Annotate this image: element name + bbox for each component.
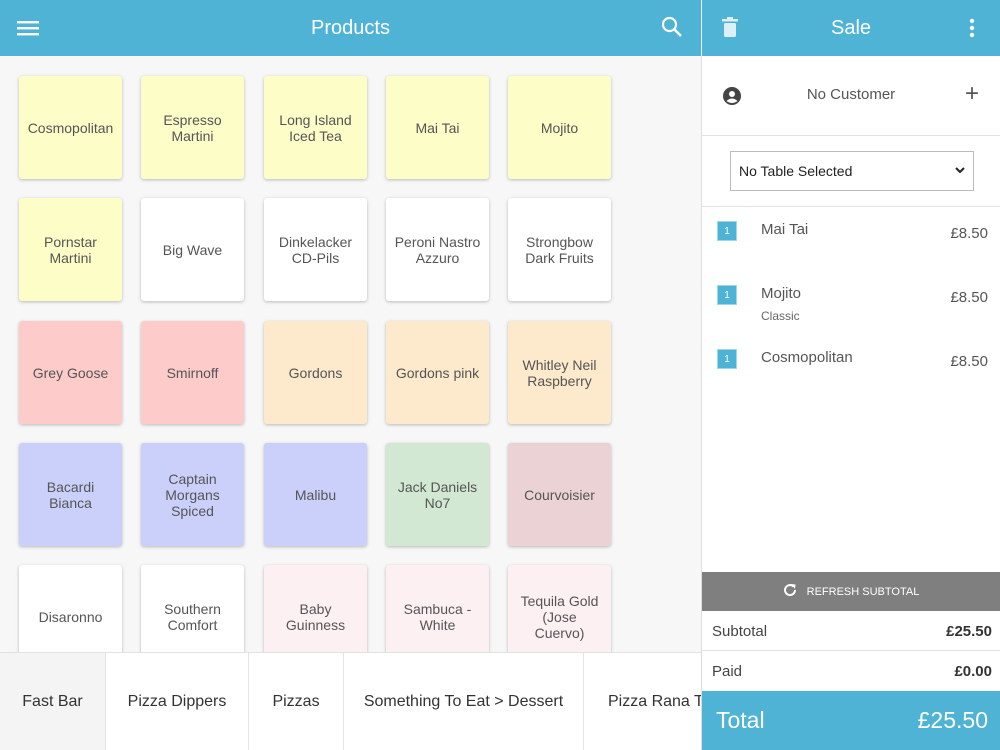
table-select[interactable]: No Table Selected — [730, 151, 974, 191]
category-bar: Fast Bar Pizza Dippers Pizzas Something To … — [0, 652, 701, 750]
customer-label: No Customer — [806, 86, 896, 103]
total-value: £25.50 — [917, 707, 988, 733]
product-tile[interactable]: Jack Daniels No7 — [386, 443, 489, 546]
sale-item[interactable]: 1 Cosmopolitan £8.50 — [702, 335, 1000, 399]
paid-value: £0.00 — [954, 663, 992, 680]
table-row: No Table Selected — [702, 136, 1000, 207]
product-grid: Cosmopolitan Espresso Martini Long Island … — [0, 56, 701, 652]
sale-item[interactable]: 1 Mai Tai £8.50 — [702, 207, 1000, 271]
category-tab[interactable]: Pizzas — [249, 653, 344, 750]
account-circle-icon — [722, 86, 742, 106]
product-tile[interactable]: Southern Comfort — [141, 565, 244, 652]
product-tile[interactable]: Malibu — [264, 443, 367, 546]
product-tile[interactable]: Baby Guinness — [264, 565, 367, 652]
category-tab[interactable]: Fast Bar — [0, 653, 106, 750]
product-tile[interactable]: Disaronno — [19, 565, 122, 652]
item-modifier: Classic — [761, 309, 800, 323]
product-tile[interactable]: Gordons pink — [386, 321, 489, 424]
chevron-down-icon — [955, 163, 965, 180]
item-price: £8.50 — [950, 225, 988, 242]
quantity-badge: 1 — [717, 349, 737, 369]
sale-title: Sale — [830, 17, 872, 39]
sale-panel: No Customer + No Table Selected 1 Mai Ta… — [701, 56, 1000, 750]
item-name: Mojito — [761, 285, 802, 302]
product-tile[interactable]: Mai Tai — [386, 76, 489, 179]
search-icon[interactable] — [660, 15, 684, 39]
paid-row: Paid £0.00 — [702, 651, 1000, 691]
category-tab[interactable]: Something To Eat > Dessert — [344, 653, 584, 750]
subtotal-value: £25.50 — [946, 623, 992, 640]
refresh-subtotal-button[interactable]: REFRESH SUBTOTAL — [702, 572, 1000, 611]
subtotal-label: Subtotal — [712, 623, 768, 640]
product-tile[interactable]: Espresso Martini — [141, 76, 244, 179]
plus-icon[interactable]: + — [964, 80, 979, 107]
category-tab[interactable]: Pizza Dippers — [106, 653, 249, 750]
sale-item[interactable]: 1 Mojito Classic £8.50 — [702, 271, 1000, 335]
customer-row[interactable]: No Customer + — [702, 56, 1000, 136]
product-tile[interactable]: Sambuca - White — [386, 565, 489, 652]
more-vert-icon[interactable] — [964, 16, 980, 40]
quantity-badge: 1 — [717, 221, 737, 241]
item-price: £8.50 — [950, 289, 988, 306]
item-name: Mai Tai — [761, 221, 809, 238]
product-tile[interactable]: Grey Goose — [19, 321, 122, 424]
hamburger-icon[interactable] — [16, 16, 40, 40]
category-tab[interactable]: Pizza Rana Tavola — [584, 653, 701, 750]
total-row[interactable]: Total £25.50 — [702, 691, 1000, 750]
item-name: Cosmopolitan — [761, 349, 853, 366]
products-header: Products — [0, 0, 701, 56]
product-tile[interactable]: Smirnoff — [141, 321, 244, 424]
product-tile[interactable]: Captain Morgans Spiced — [141, 443, 244, 546]
paid-label: Paid — [712, 663, 743, 680]
subtotal-row: Subtotal £25.50 — [702, 611, 1000, 651]
total-label: Total — [716, 707, 765, 733]
product-tile[interactable]: Tequila Gold (Jose Cuervo) — [508, 565, 611, 652]
product-tile[interactable]: Gordons — [264, 321, 367, 424]
page-title: Products — [311, 17, 390, 39]
product-tile[interactable]: Dinkelacker CD-Pils — [264, 198, 367, 301]
refresh-label: REFRESH SUBTOTAL — [806, 585, 920, 598]
sale-header: Sale — [702, 0, 1000, 56]
product-tile[interactable]: Cosmopolitan — [19, 76, 122, 179]
table-select-value: No Table Selected — [739, 163, 853, 179]
item-price: £8.50 — [950, 353, 988, 370]
quantity-badge: 1 — [717, 285, 737, 305]
product-tile[interactable]: Mojito — [508, 76, 611, 179]
refresh-icon — [783, 583, 797, 600]
product-tile[interactable]: Long Island Iced Tea — [264, 76, 367, 179]
product-tile[interactable]: Whitley Neil Raspberry — [508, 321, 611, 424]
trash-icon[interactable] — [720, 15, 740, 39]
product-tile[interactable]: Pornstar Martini — [19, 198, 122, 301]
product-tile[interactable]: Big Wave — [141, 198, 244, 301]
product-tile[interactable]: Bacardi Bianca — [19, 443, 122, 546]
product-tile[interactable]: Courvoisier — [508, 443, 611, 546]
product-tile[interactable]: Strongbow Dark Fruits — [508, 198, 611, 301]
product-tile[interactable]: Peroni Nastro Azzuro — [386, 198, 489, 301]
